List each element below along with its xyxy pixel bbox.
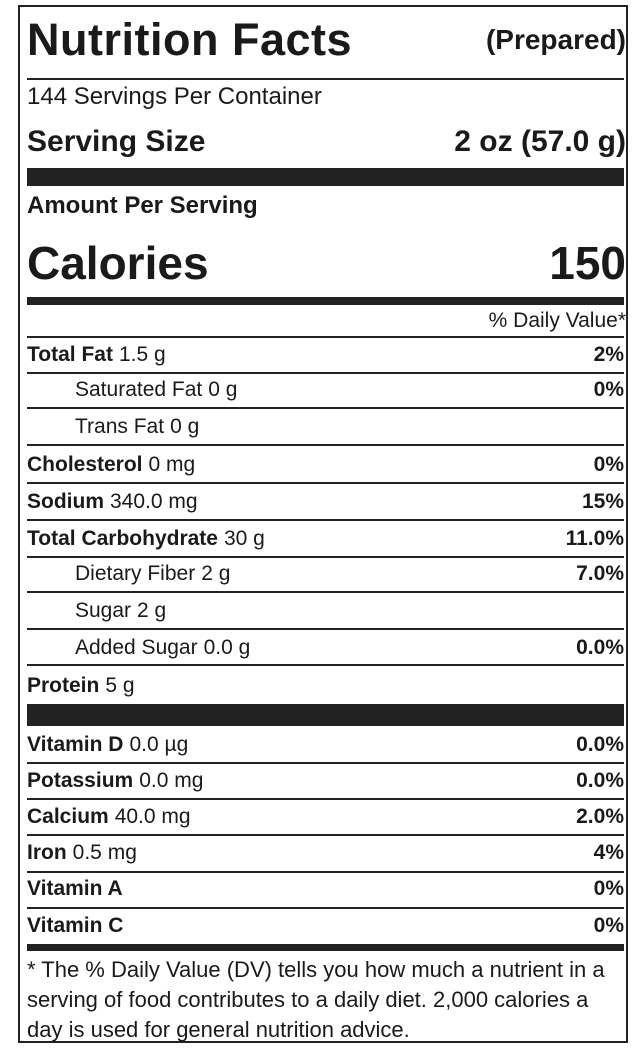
nutrient-name: Sodium [27, 489, 104, 513]
footnote: * The % Daily Value (DV) tells you how m… [27, 957, 605, 1042]
nutrient-dv: 4% [593, 841, 624, 865]
nutrient-row: Vitamin A 0% [27, 872, 624, 909]
nutrient-amount: 0.0 µg [129, 732, 189, 756]
nutrient-amount: 30 g [223, 526, 265, 550]
nutrient-amount: 0 g [208, 378, 238, 402]
nutrient-dv: 2% [593, 342, 624, 366]
nutrient-name: Total Carbohydrate [27, 526, 218, 550]
nutrient-row: Potassium 0.0 mg 0.0% [27, 763, 624, 801]
daily-value-header: % Daily Value* [488, 309, 626, 332]
nutrient-amount: 0 g [170, 415, 200, 439]
amount-per-serving: Amount Per Serving [27, 192, 258, 219]
nutrient-name: Vitamin D [27, 732, 124, 756]
nutrient-row: Total Carbohydrate 30 g 11.0% [27, 521, 624, 558]
divider [27, 78, 624, 80]
thick-bar [27, 944, 624, 951]
nutrient-name: Cholesterol [27, 452, 143, 476]
thick-bar [27, 704, 624, 726]
nutrient-name: Potassium [27, 768, 134, 792]
nutrient-amount: 0 mg [148, 452, 196, 476]
nutrient-row: Protein 5 g [27, 668, 624, 703]
nutrient-amount: 340.0 mg [110, 489, 198, 513]
nutrient-amount: 0.0 g [203, 635, 251, 659]
nutrient-amount: 2 g [201, 562, 231, 586]
nutrient-dv: 7.0% [576, 562, 624, 586]
nutrient-name: Sugar [75, 599, 132, 623]
nutrient-name: Iron [27, 841, 67, 865]
nutrient-row: Vitamin D 0.0 µg 0.0% [27, 727, 624, 764]
nutrient-amount: 5 g [105, 673, 135, 697]
nutrient-dv: 15% [581, 489, 624, 513]
divider [27, 336, 624, 338]
nutrient-amount: 1.5 g [118, 342, 166, 366]
nutrient-dv: 0% [593, 913, 624, 937]
nutrient-dv: 0% [593, 378, 624, 402]
nutrient-dv: 0.0% [576, 732, 624, 756]
nutrient-dv: 0% [593, 452, 624, 476]
nutrient-name: Calcium [27, 804, 109, 828]
title: Nutrition Facts [27, 14, 353, 65]
nutrient-row: Dietary Fiber 2 g 7.0% [27, 558, 624, 593]
calories-value: 150 [549, 237, 626, 289]
nutrient-row: Saturated Fat 0 g 0% [27, 374, 624, 409]
thick-bar [27, 297, 624, 305]
nutrient-row: Calcium 40.0 mg 2.0% [27, 799, 624, 837]
nutrient-amount: 0.5 mg [72, 841, 137, 865]
nutrient-row: Total Fat 1.5 g 2% [27, 337, 624, 374]
nutrient-row: Trans Fat 0 g [27, 411, 624, 446]
nutrient-row: Sodium 340.0 mg 15% [27, 484, 624, 522]
nutrient-amount: 2 g [137, 599, 167, 623]
nutrient-amount: 0.0 mg [139, 768, 204, 792]
serving-size-label: Serving Size [27, 125, 206, 158]
nutrient-row: Vitamin C 0% [27, 908, 624, 943]
label-border [18, 5, 628, 1043]
nutrient-row: Cholesterol 0 mg 0% [27, 447, 624, 485]
nutrient-amount: 40.0 mg [114, 804, 191, 828]
nutrient-row: Added Sugar 0.0 g 0.0% [27, 631, 624, 667]
nutrient-row: Sugar 2 g [27, 595, 624, 630]
thick-bar [27, 168, 624, 186]
nutrient-name: Saturated Fat [75, 378, 203, 402]
nutrient-name: Vitamin A [27, 877, 123, 901]
nutrient-name: Trans Fat [75, 415, 165, 439]
nutrient-dv: 0.0% [576, 768, 624, 792]
nutrient-name: Dietary Fiber [75, 562, 196, 586]
nutrient-dv: 0.0% [576, 635, 624, 659]
nutrient-dv: 2.0% [576, 804, 624, 828]
serving-size-value: 2 oz (57.0 g) [454, 125, 626, 158]
nutrient-name: Vitamin C [27, 913, 124, 937]
servings: 144 Servings Per Container [27, 83, 322, 110]
nutrient-name: Protein [27, 673, 100, 697]
nutrient-dv: 11.0% [565, 526, 624, 550]
nutrient-dv: 0% [593, 877, 624, 901]
nutrient-name: Added Sugar [75, 635, 198, 659]
subtitle: (Prepared) [485, 24, 626, 55]
calories-label: Calories [27, 237, 209, 289]
nutrient-row: Iron 0.5 mg 4% [27, 836, 624, 873]
nutrient-name: Total Fat [27, 342, 113, 366]
